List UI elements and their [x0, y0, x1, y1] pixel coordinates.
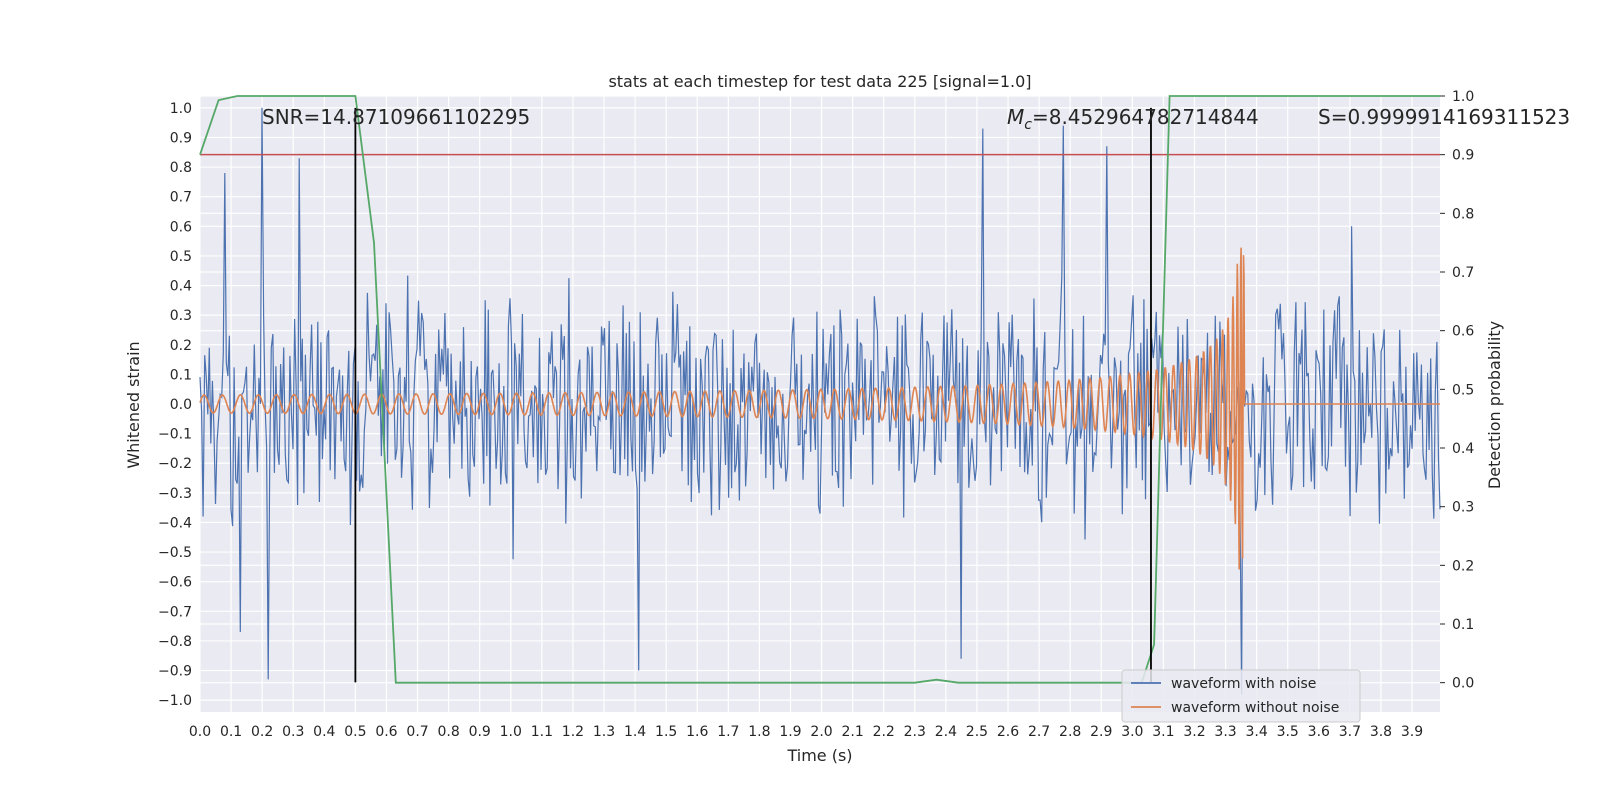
y-tick-label: 0.9 — [170, 130, 192, 146]
x-tick-label: 0.5 — [344, 724, 366, 740]
tick-labels: 0.0 0.1 0.2 0.3 0.4 0.5 0.6 0.7 0.8 0.9 1.0 1.1 1.2 1… — [158, 89, 1474, 740]
x-tick-label: 0.6 — [375, 724, 397, 740]
mc-symbol: M — [1007, 105, 1024, 129]
y-tick-label: −0.5 — [158, 545, 192, 561]
y-tick-label: −0.4 — [158, 515, 192, 531]
legend-box — [1121, 669, 1361, 723]
y2-tick-label: 0.8 — [1452, 206, 1474, 222]
y-tick-label: −0.9 — [158, 664, 192, 680]
y-tick-label: 0.8 — [170, 160, 192, 176]
y2-axis-label: Detection probability — [1485, 321, 1504, 489]
x-tick-label: 1.9 — [779, 724, 801, 740]
x-tick-label: 3.9 — [1401, 724, 1423, 740]
x-tick-label: 2.0 — [810, 724, 832, 740]
x-tick-label: 0.9 — [469, 724, 491, 740]
legend: waveform with noise waveform without noi… — [1121, 669, 1361, 723]
x-tick-label: 1.1 — [531, 724, 553, 740]
x-tick-label: 3.2 — [1183, 724, 1205, 740]
series-layer — [199, 95, 1441, 695]
s-annotation: S=0.9999914169311523 — [1318, 105, 1570, 129]
y2-tick-label: 1.0 — [1452, 89, 1474, 105]
y2-tick-label: 0.5 — [1452, 382, 1474, 398]
x-tick-label: 1.7 — [717, 724, 739, 740]
x-tick-label: 3.1 — [1152, 724, 1174, 740]
x-tick-label: 3.0 — [1121, 724, 1143, 740]
x-tick-label: 2.8 — [1059, 724, 1081, 740]
x-tick-label: 1.6 — [686, 724, 708, 740]
x-tick-label: 0.0 — [189, 724, 211, 740]
y-tick-label: 0.3 — [170, 308, 192, 324]
x-tick-label: 1.8 — [748, 724, 770, 740]
mc-annotation: Mc=8.452964782714844 — [1007, 105, 1259, 133]
y-tick-label: 0.5 — [170, 249, 192, 265]
x-tick-label: 2.9 — [1090, 724, 1112, 740]
x-tick-label: 0.4 — [313, 724, 335, 740]
x-tick-label: 0.7 — [406, 724, 428, 740]
x-tick-label: 3.8 — [1370, 724, 1392, 740]
y-tick-label: 0.7 — [170, 190, 192, 206]
x-tick-label: 0.3 — [282, 724, 304, 740]
y2-tick-label: 0.1 — [1452, 617, 1474, 633]
x-tick-label: 3.5 — [1277, 724, 1299, 740]
x-tick-label: 3.6 — [1308, 724, 1330, 740]
legend-label-noise: waveform with noise — [1171, 676, 1316, 692]
x-tick-label: 3.4 — [1246, 724, 1268, 740]
y-tick-label: −1.0 — [158, 693, 192, 709]
y-tick-label: 0.4 — [170, 279, 192, 295]
x-tick-label: 1.3 — [593, 724, 615, 740]
chart-title: stats at each timestep for test data 225… — [608, 72, 1031, 91]
snr-annotation: SNR=14.87109661102295 — [262, 105, 530, 129]
y2-tick-label: 0.7 — [1452, 265, 1474, 281]
mc-value: =8.452964782714844 — [1032, 105, 1259, 129]
y-tick-label: −0.7 — [158, 604, 192, 620]
series-waveform-without-noise — [199, 247, 1440, 570]
y-tick-label: 1.0 — [170, 101, 192, 117]
series-waveform-with-noise — [199, 107, 1441, 695]
x-tick-label: 0.8 — [437, 724, 459, 740]
x-tick-label: 1.0 — [500, 724, 522, 740]
x-tick-label: 0.1 — [220, 724, 242, 740]
y2-tick-label: 0.3 — [1452, 500, 1474, 516]
x-tick-label: 2.5 — [966, 724, 988, 740]
x-tick-label: 1.4 — [624, 724, 646, 740]
x-tick-label: 0.2 — [251, 724, 273, 740]
x-tick-label: 2.4 — [935, 724, 957, 740]
y-tick-label: 0.0 — [170, 397, 192, 413]
x-tick-label: 3.7 — [1339, 724, 1361, 740]
y-tick-label: −0.3 — [158, 486, 192, 502]
x-tick-label: 1.5 — [655, 724, 677, 740]
y-axis-label: Whitened strain — [124, 341, 143, 468]
x-tick-label: 2.7 — [1028, 724, 1050, 740]
y2-tick-label: 0.9 — [1452, 148, 1474, 164]
x-tick-label: 2.3 — [904, 724, 926, 740]
mc-subscript: c — [1024, 117, 1032, 133]
y-tick-label: −0.8 — [158, 634, 192, 650]
x-tick-label: 2.6 — [997, 724, 1019, 740]
y-tick-label: 0.1 — [170, 367, 192, 383]
x-tick-label: 3.3 — [1214, 724, 1236, 740]
legend-label-clean: waveform without noise — [1171, 700, 1339, 716]
y-tick-label: −0.2 — [158, 456, 192, 472]
y-tick-label: −0.1 — [158, 427, 192, 443]
y-tick-label: 0.6 — [170, 219, 192, 235]
y-tick-label: 0.2 — [170, 338, 192, 354]
x-tick-label: 2.2 — [873, 724, 895, 740]
y2-tick-label: 0.2 — [1452, 558, 1474, 574]
x-tick-label: 1.2 — [562, 724, 584, 740]
series-detection-probability — [199, 95, 1440, 684]
x-tick-label: 2.1 — [841, 724, 863, 740]
y2-tick-label: 0.6 — [1452, 324, 1474, 340]
y2-tick-label: 0.4 — [1452, 441, 1474, 457]
x-axis-label: Time (s) — [786, 746, 852, 765]
y-tick-label: −0.6 — [158, 575, 192, 591]
y2-tick-label: 0.0 — [1452, 676, 1474, 692]
